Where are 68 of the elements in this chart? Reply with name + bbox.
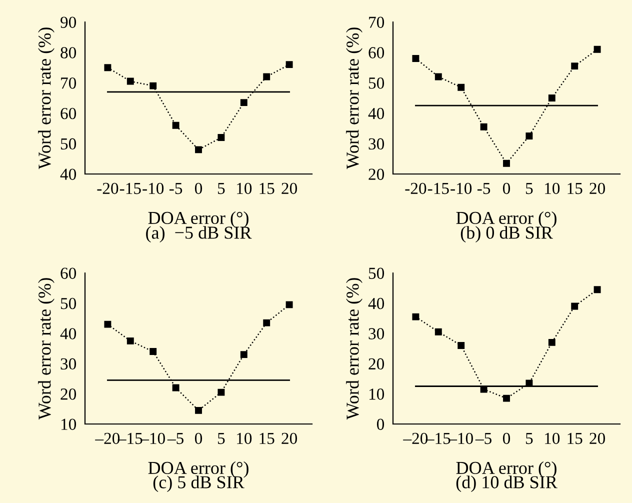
y-axis-title: Word error rate (%) [38, 28, 54, 170]
x-tick-label: 20 [590, 432, 605, 444]
y-tick-label: 30 [368, 138, 384, 150]
y-tick-label: 80 [60, 47, 76, 58]
x-tick-label: –15 [426, 432, 450, 444]
y-tick-label: 50 [368, 268, 384, 279]
y-tick-label: 90 [60, 16, 76, 28]
x-tick-label: 10 [545, 182, 560, 194]
y-tick-label: 70 [369, 16, 384, 28]
y-axis-title: Word error rate (%) [346, 28, 362, 170]
x-tick-label: 15 [260, 432, 274, 444]
x-tick-label: 20 [282, 182, 297, 194]
y-tick-label: 60 [368, 47, 384, 58]
x-tick-label: 15 [568, 182, 582, 194]
y-tick-label: 40 [368, 108, 384, 120]
y-tick-label: 40 [60, 168, 76, 180]
y-tick-label: 50 [60, 298, 76, 310]
x-tick-label: 0 [194, 182, 202, 194]
x-tick-label: –20 [403, 432, 428, 444]
x-tick-label: -20 [405, 182, 426, 194]
x-tick-label: 5 [218, 182, 225, 194]
y-tick-label: 60 [60, 108, 76, 120]
x-tick-label: 15 [568, 432, 582, 444]
y-tick-label: 10 [369, 388, 384, 400]
text: (d) 10 dB SIR [456, 476, 558, 492]
x-tick-label: 5 [526, 432, 533, 444]
x-tick-label: -10 [142, 182, 164, 194]
x-tick-label: 0 [502, 182, 510, 194]
y-tick-label: 70 [61, 78, 76, 89]
x-tick-label: –5 [167, 432, 184, 444]
y-tick-label: 20 [60, 388, 76, 400]
x-tick-label: -5 [477, 182, 490, 194]
x-tick-label: –10 [140, 432, 165, 444]
y-tick-label: 50 [60, 138, 76, 150]
y-axis-title: Word error rate (%) [346, 278, 362, 420]
y-tick-label: 10 [61, 418, 76, 430]
y-tick-label: 0 [376, 418, 384, 430]
y-tick-label: 40 [60, 328, 76, 340]
text: (a) −5 dB SIR [146, 226, 252, 242]
x-tick-label: –15 [118, 432, 142, 444]
x-tick-label: -15 [120, 182, 141, 194]
text: (b) 0 dB SIR [460, 226, 553, 242]
x-tick-label: –10 [448, 432, 473, 444]
x-tick-label: 5 [218, 432, 225, 444]
y-tick-label: 40 [368, 298, 384, 310]
x-tick-label: –20 [95, 432, 120, 444]
x-tick-label: 10 [545, 432, 560, 444]
y-tick-label: 60 [60, 268, 76, 279]
x-tick-label: 10 [237, 182, 252, 194]
x-tick-label: -5 [169, 182, 182, 194]
x-tick-label: 5 [526, 182, 533, 194]
y-tick-label: 50 [368, 78, 384, 89]
x-tick-label: –5 [475, 432, 492, 444]
x-tick-label: 0 [194, 432, 202, 444]
x-tick-label: 0 [502, 432, 510, 444]
y-tick-label: 20 [368, 168, 384, 180]
y-tick-label: 30 [368, 328, 384, 340]
y-tick-label: 30 [60, 358, 76, 370]
x-tick-label: 10 [237, 432, 252, 444]
x-tick-label: 15 [260, 182, 274, 194]
x-tick-label: -10 [450, 182, 472, 194]
text: (c) 5 dB SIR [153, 476, 244, 492]
y-axis-title: Word error rate (%) [38, 278, 54, 420]
x-tick-label: -20 [97, 182, 118, 194]
y-tick-label: 20 [368, 358, 384, 370]
x-tick-label: 20 [282, 432, 297, 444]
x-tick-label: -15 [428, 182, 449, 194]
x-tick-label: 20 [590, 182, 605, 194]
